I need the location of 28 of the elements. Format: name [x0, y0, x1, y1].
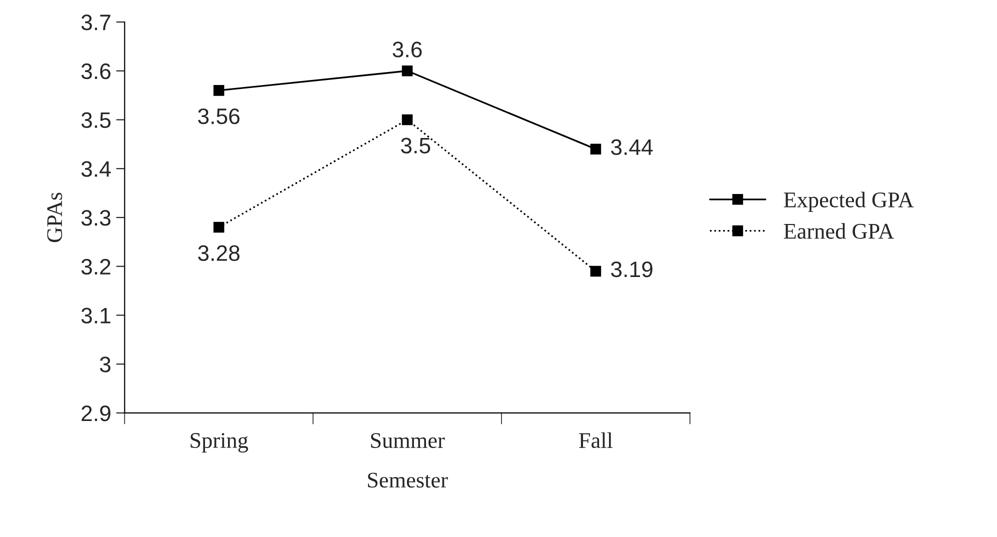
point	[213, 222, 224, 233]
data-label: 3.19	[611, 261, 652, 278]
y-tick-label: 3	[100, 356, 110, 372]
x-tick-label: Summer	[371, 433, 445, 448]
data-label: 3.5	[401, 138, 430, 154]
y-tick-label: 3.6	[81, 63, 110, 80]
y-tick-label: 3.1	[81, 308, 110, 324]
data-label: 3.56	[198, 108, 240, 124]
y-tick-label: 3.3	[81, 210, 110, 226]
y-tick-label: 3.2	[81, 258, 110, 275]
y-tick-label: 2.9	[82, 405, 110, 422]
point	[590, 266, 602, 277]
y-tick-label: 3.4	[81, 161, 111, 177]
point	[402, 66, 413, 76]
legend-label: Expected GPA	[784, 192, 914, 212]
point	[402, 114, 413, 126]
x-axis-title: Semester	[368, 472, 448, 488]
y-axis-title: GPAs	[47, 192, 62, 242]
point	[590, 144, 602, 154]
data-label: 3.6	[392, 42, 422, 58]
legend-label: Earned GPA	[784, 223, 894, 239]
point	[213, 85, 224, 96]
data-label: 3.28	[198, 245, 240, 261]
data-label: 3.44	[611, 139, 653, 156]
x-tick-label: Spring	[190, 433, 248, 453]
y-tick-label: 3.5	[81, 112, 110, 128]
y-tick-label: 3.7	[81, 14, 110, 30]
x-tick-label: Fall	[579, 432, 613, 448]
